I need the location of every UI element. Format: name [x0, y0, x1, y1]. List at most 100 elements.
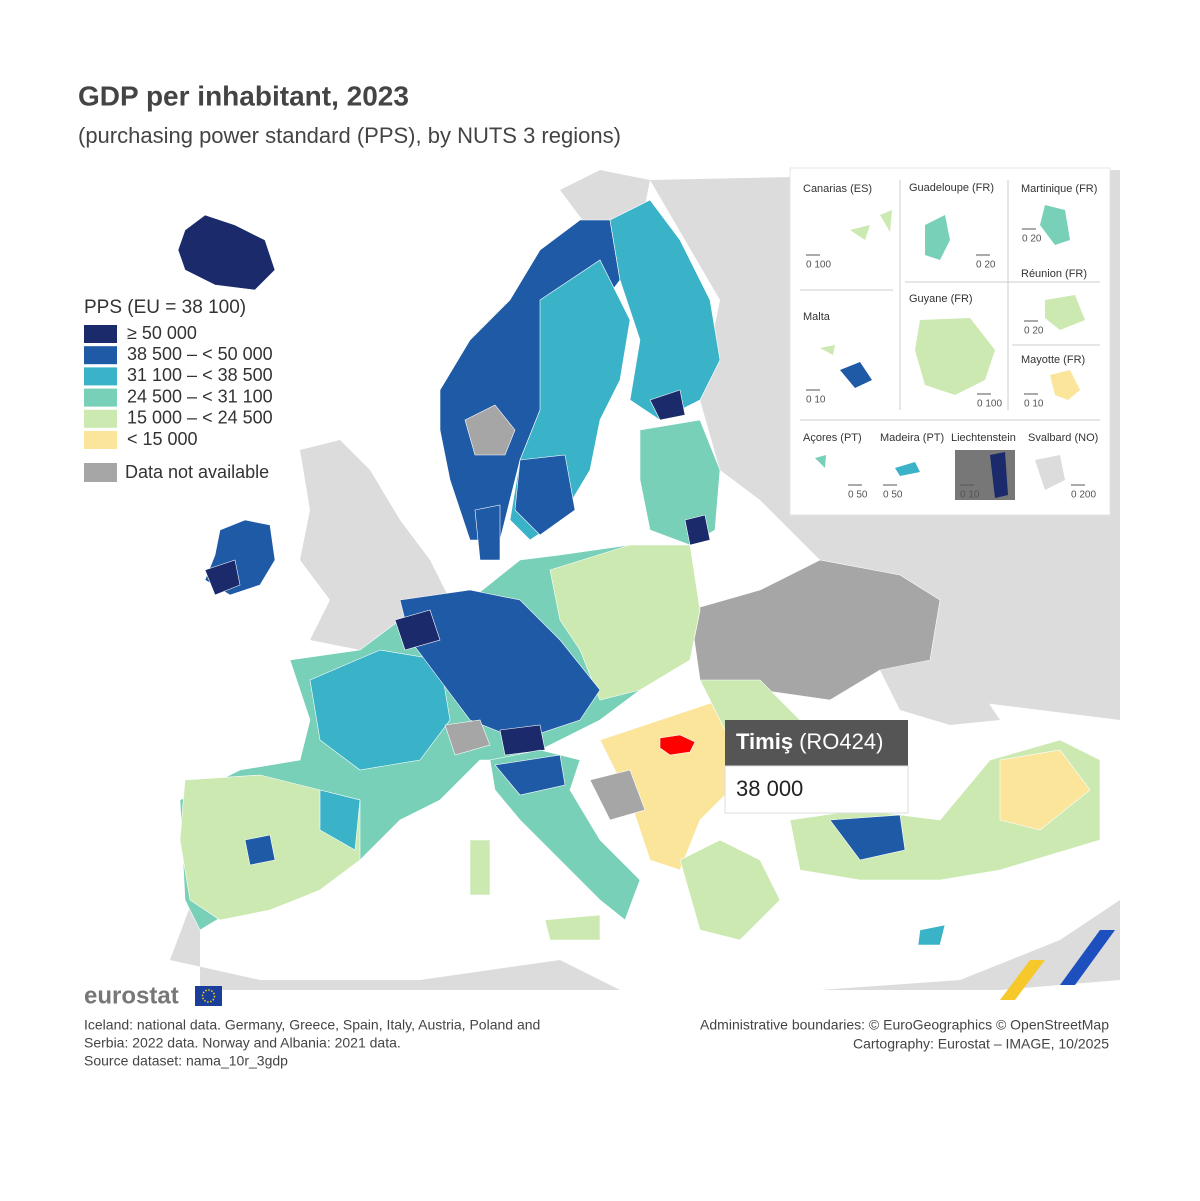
island — [895, 462, 920, 476]
scale-label: 0 100 — [977, 399, 1002, 410]
credit: Administrative boundaries: © EuroGeograp… — [700, 1017, 1109, 1033]
tooltip-region: Timiş — [736, 729, 793, 754]
island — [990, 452, 1008, 498]
tooltip: Timiş (RO424) 38 000 — [724, 720, 909, 814]
inset-label: Liechtenstein — [951, 432, 1016, 444]
legend-swatch — [84, 431, 117, 449]
inset-label: Svalbard (NO) — [1028, 432, 1098, 444]
tooltip-title: Timiş (RO424) — [736, 729, 883, 754]
eu-stars — [201, 989, 216, 1003]
legend-label: < 15 000 — [127, 429, 198, 449]
legend-label: 24 500 – < 31 100 — [127, 386, 273, 406]
island — [1050, 370, 1080, 400]
inset-label: Réunion (FR) — [1021, 268, 1087, 280]
island — [925, 215, 950, 260]
region — [494, 754, 566, 796]
island — [1035, 455, 1065, 490]
legend-swatch — [84, 463, 117, 482]
scale-label: 0 10 — [960, 490, 980, 501]
footnote: Source dataset: nama_10r_3gdp — [84, 1053, 288, 1069]
eu-flag — [195, 986, 222, 1006]
legend-swatch — [84, 367, 117, 386]
tooltip-body — [724, 765, 909, 814]
region-na — [444, 719, 491, 756]
inset-label: Açores (PT) — [803, 432, 862, 444]
scale-label: 0 20 — [976, 260, 996, 271]
inset-label: Guyane (FR) — [909, 293, 973, 305]
legend-swatch — [84, 325, 117, 343]
legend-label: Data not available — [125, 462, 269, 482]
island — [915, 318, 995, 395]
inset-label: Madeira (PT) — [880, 432, 944, 444]
region — [999, 749, 1091, 831]
legend-title: PPS (EU = 38 100) — [84, 297, 246, 318]
region-na — [464, 404, 516, 456]
region — [319, 789, 361, 851]
footnotes: Iceland: national data. Germany, Greece,… — [84, 1017, 1109, 1069]
region — [177, 214, 276, 291]
region — [684, 514, 711, 546]
legend-label: ≥ 50 000 — [127, 323, 197, 343]
tooltip-code: (RO424) — [799, 729, 883, 754]
brand: eurostat — [84, 982, 179, 1009]
tooltip-header — [725, 720, 908, 766]
land — [880, 660, 1000, 725]
region — [474, 504, 501, 561]
island — [840, 362, 872, 388]
inset-label: Mayotte (FR) — [1021, 354, 1085, 366]
scale-label: 0 20 — [1024, 326, 1044, 337]
island — [1045, 295, 1085, 330]
region — [394, 609, 441, 651]
scale-label: 0 10 — [806, 395, 826, 406]
region — [679, 839, 781, 941]
legend-swatch — [84, 409, 117, 428]
island — [1040, 205, 1070, 245]
footnote: Serbia: 2022 data. Norway and Albania: 2… — [84, 1035, 401, 1051]
region — [309, 649, 451, 771]
legend-label: 31 100 – < 38 500 — [127, 365, 273, 385]
region — [917, 924, 946, 946]
region — [549, 544, 701, 701]
region — [204, 559, 241, 596]
region — [649, 389, 686, 421]
scale-label: 0 50 — [848, 490, 868, 501]
logo-stripe — [1060, 930, 1115, 985]
island — [815, 455, 826, 468]
region — [544, 914, 601, 941]
region-na — [589, 769, 646, 821]
title: GDP per inhabitant, 2023 — [78, 80, 409, 111]
region — [244, 834, 276, 866]
region — [609, 199, 721, 421]
tooltip-value: 38 000 — [736, 776, 803, 801]
footnote: Iceland: national data. Germany, Greece,… — [84, 1017, 540, 1033]
scale-label: 0 200 — [1071, 490, 1096, 501]
island — [850, 210, 892, 240]
region — [469, 839, 491, 896]
region — [514, 454, 576, 536]
legend-label: 38 500 – < 50 000 — [127, 344, 273, 364]
highlight-region[interactable] — [659, 734, 696, 756]
region — [829, 814, 906, 861]
logo-stripe — [1000, 960, 1045, 1000]
scale-label: 0 100 — [806, 260, 831, 271]
scale-label: 0 50 — [883, 490, 903, 501]
region — [399, 589, 601, 741]
insets-panel: Canarias (ES) 0 100 Guadeloupe (FR) 0 20 Mar… — [789, 167, 1111, 516]
inset-label: Guadeloupe (FR) — [909, 182, 994, 194]
inset-label: Malta — [803, 311, 831, 323]
inset-label: Martinique (FR) — [1021, 183, 1097, 195]
scale-label: 0 10 — [1024, 399, 1044, 410]
region — [499, 724, 546, 756]
legend-swatch — [84, 388, 117, 407]
credit: Cartography: Eurostat – IMAGE, 10/2025 — [853, 1036, 1109, 1052]
land — [170, 880, 1120, 990]
subtitle: (purchasing power standard (PPS), by NUT… — [78, 123, 621, 148]
region — [599, 699, 761, 871]
region — [639, 419, 721, 546]
inset-labels: Canarias (ES) 0 100 Guadeloupe (FR) 0 20 Mar… — [803, 182, 1098, 501]
island — [820, 345, 835, 355]
inset-label: Canarias (ES) — [803, 183, 872, 195]
